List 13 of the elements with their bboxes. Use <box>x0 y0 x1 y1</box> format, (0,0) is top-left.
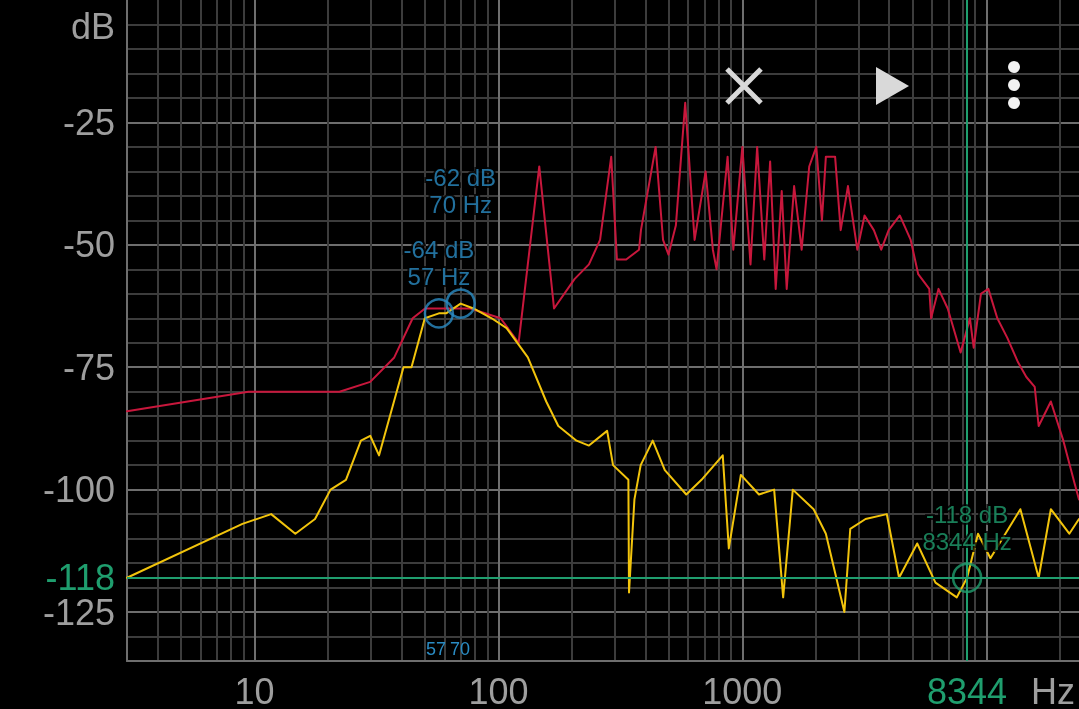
x-axis-title: Hz <box>1031 670 1075 709</box>
x-tick-label: 100 <box>468 670 529 709</box>
y-tick-label: -100 <box>42 469 115 511</box>
y-axis-title: dB <box>70 5 115 47</box>
y-tick-label: -50 <box>62 224 115 266</box>
data-label: -62 dB 70 Hz <box>425 164 497 219</box>
y-tick-label: -25 <box>62 101 115 143</box>
x-tick-label: 10 <box>234 670 275 709</box>
ref-line-label: 8344 <box>927 670 1008 709</box>
annotation: 57 <box>426 639 447 659</box>
y-tick-label: -75 <box>62 346 115 388</box>
x-tick-label: 1000 <box>702 670 783 709</box>
annotation: 70 <box>450 639 471 659</box>
